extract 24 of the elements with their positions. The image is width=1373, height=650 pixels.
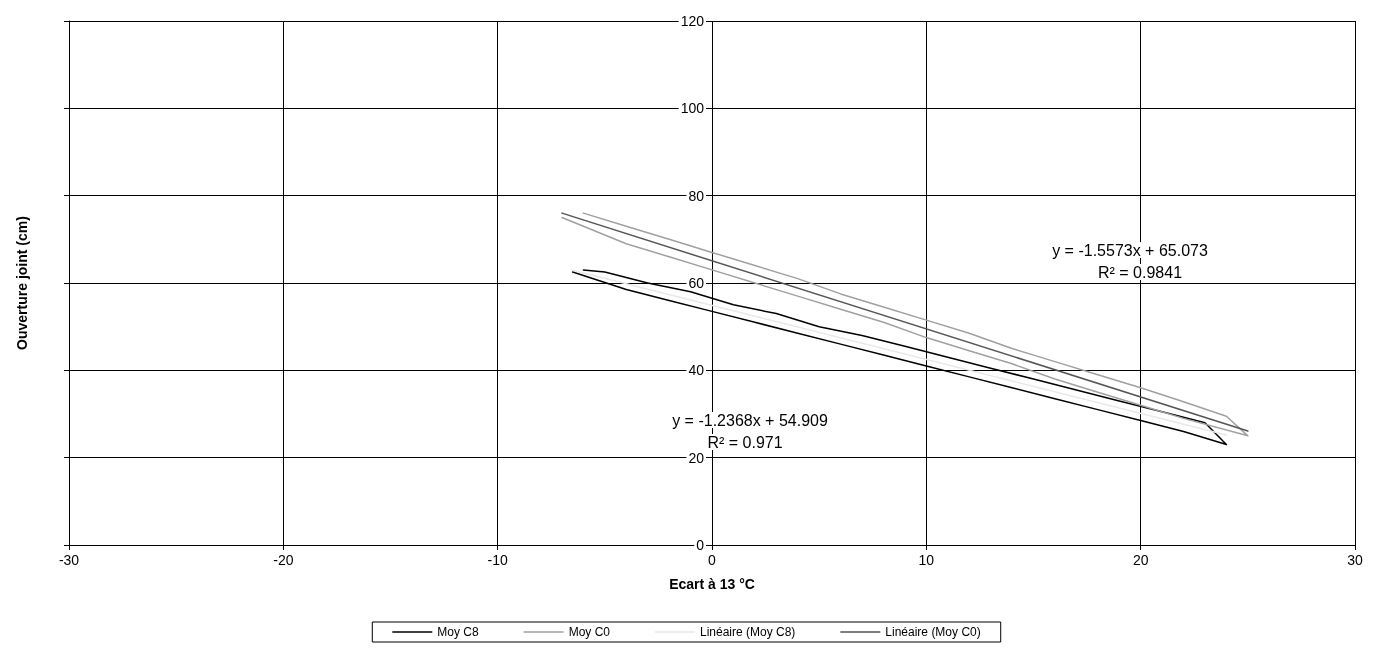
legend-label: Linéaire (Moy C8) [699, 625, 796, 639]
legend-label: Moy C0 [568, 625, 611, 639]
legend-label: Moy C8 [437, 625, 479, 639]
annotation: R² = 0.971 [707, 433, 783, 451]
x-tick-label: 10 [918, 552, 935, 568]
y-tick-label: 20 [688, 449, 705, 466]
annotation: y = -1.2368x + 54.909 [672, 411, 828, 429]
x-tick-label: 0 [708, 552, 717, 568]
x-tick-label: 30 [1347, 552, 1363, 568]
y-tick-label: 100 [680, 100, 705, 117]
y-axis-title: Ouverture joint (cm) [14, 216, 30, 350]
y-tick-label: 60 [688, 275, 705, 291]
annotation: y = -1.5573x + 65.073 [1052, 241, 1208, 259]
x-tick-label: -20 [273, 552, 294, 568]
x-tick-label: 20 [1132, 552, 1149, 568]
x-tick-label: -10 [487, 552, 508, 568]
x-tick-label: -30 [58, 552, 80, 568]
y-tick-label: 40 [688, 362, 705, 379]
y-tick-label: 80 [688, 187, 705, 204]
legend-label: Linéaire (Moy C0) [885, 625, 981, 639]
x-axis-title: Ecart à 13 °C [669, 576, 755, 592]
annotation: R² = 0.9841 [1097, 263, 1183, 281]
y-tick-label: 120 [680, 13, 705, 29]
y-tick-label: 0 [696, 537, 705, 553]
